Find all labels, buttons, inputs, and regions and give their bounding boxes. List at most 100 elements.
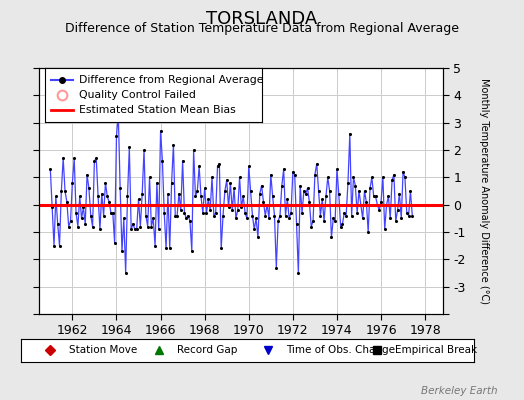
Point bbox=[357, 202, 365, 208]
Point bbox=[136, 223, 145, 230]
Point bbox=[383, 202, 391, 208]
Point bbox=[64, 223, 73, 230]
Point bbox=[346, 130, 354, 137]
Point bbox=[108, 210, 117, 216]
Point bbox=[395, 190, 403, 197]
Point bbox=[155, 226, 163, 232]
Point bbox=[248, 212, 257, 219]
Point bbox=[351, 182, 359, 189]
Text: Station Move: Station Move bbox=[69, 346, 137, 356]
Point bbox=[90, 158, 99, 164]
Point bbox=[89, 223, 97, 230]
Point bbox=[127, 226, 135, 232]
Point bbox=[215, 160, 224, 167]
Point bbox=[169, 141, 178, 148]
Point bbox=[379, 174, 387, 180]
Point bbox=[208, 174, 216, 180]
Point bbox=[190, 147, 198, 153]
Point bbox=[336, 223, 345, 230]
Point bbox=[252, 215, 260, 222]
Point bbox=[94, 193, 102, 200]
Point bbox=[152, 180, 161, 186]
Point bbox=[79, 204, 88, 210]
Point bbox=[212, 210, 220, 216]
Point bbox=[311, 171, 319, 178]
Point bbox=[246, 188, 255, 194]
Point bbox=[105, 199, 113, 205]
Text: TORSLANDA: TORSLANDA bbox=[206, 10, 318, 28]
Point bbox=[285, 215, 293, 222]
Point bbox=[166, 245, 174, 252]
Point bbox=[188, 248, 196, 254]
Text: Difference from Regional Average: Difference from Regional Average bbox=[79, 76, 264, 86]
Point bbox=[339, 221, 347, 227]
Point bbox=[402, 210, 411, 216]
Point bbox=[328, 234, 336, 241]
Text: Time of Obs. Change: Time of Obs. Change bbox=[286, 346, 395, 356]
Point bbox=[344, 180, 352, 186]
Point bbox=[316, 212, 324, 219]
Point bbox=[347, 212, 356, 219]
Point bbox=[391, 218, 400, 224]
Point bbox=[114, 111, 123, 118]
Point bbox=[107, 210, 115, 216]
Point bbox=[368, 174, 376, 180]
Point bbox=[309, 218, 317, 224]
Point bbox=[333, 166, 341, 172]
Point bbox=[174, 190, 183, 197]
Point bbox=[261, 212, 269, 219]
Point bbox=[279, 166, 288, 172]
Point bbox=[300, 188, 308, 194]
Point bbox=[272, 264, 280, 271]
Point bbox=[224, 204, 233, 210]
Point bbox=[274, 218, 282, 224]
Point bbox=[394, 207, 402, 213]
Point bbox=[67, 218, 75, 224]
Point bbox=[204, 196, 213, 202]
Point bbox=[234, 207, 242, 213]
Point bbox=[401, 174, 409, 180]
Point bbox=[111, 240, 119, 246]
Point bbox=[305, 199, 313, 205]
Point bbox=[366, 185, 374, 192]
Point bbox=[96, 226, 104, 232]
Point bbox=[335, 190, 343, 197]
Point bbox=[178, 158, 187, 164]
Point bbox=[388, 177, 396, 183]
Point bbox=[177, 207, 185, 213]
Point bbox=[213, 163, 222, 170]
Point bbox=[72, 210, 80, 216]
Point bbox=[386, 215, 395, 222]
Point bbox=[292, 221, 301, 227]
Point bbox=[86, 212, 95, 219]
Point bbox=[384, 193, 392, 200]
Point bbox=[57, 188, 66, 194]
Point bbox=[399, 169, 407, 175]
Point bbox=[180, 210, 189, 216]
Point bbox=[61, 188, 69, 194]
Point bbox=[85, 185, 93, 192]
Point bbox=[325, 188, 334, 194]
Point bbox=[156, 128, 165, 134]
Point bbox=[245, 163, 253, 170]
Point bbox=[199, 210, 207, 216]
Point bbox=[182, 215, 191, 222]
Point bbox=[375, 207, 384, 213]
Point bbox=[130, 226, 139, 232]
Point bbox=[63, 199, 71, 205]
Point bbox=[134, 196, 143, 202]
Point bbox=[163, 190, 172, 197]
Point bbox=[184, 212, 192, 219]
Point bbox=[290, 171, 299, 178]
Point bbox=[193, 188, 202, 194]
Point bbox=[408, 212, 417, 219]
Point bbox=[46, 166, 54, 172]
Point bbox=[322, 193, 330, 200]
Point bbox=[101, 180, 110, 186]
Point bbox=[173, 212, 181, 219]
Point bbox=[81, 221, 90, 227]
Point bbox=[125, 144, 134, 150]
Point bbox=[70, 155, 79, 162]
Point bbox=[195, 163, 203, 170]
Point bbox=[197, 193, 205, 200]
